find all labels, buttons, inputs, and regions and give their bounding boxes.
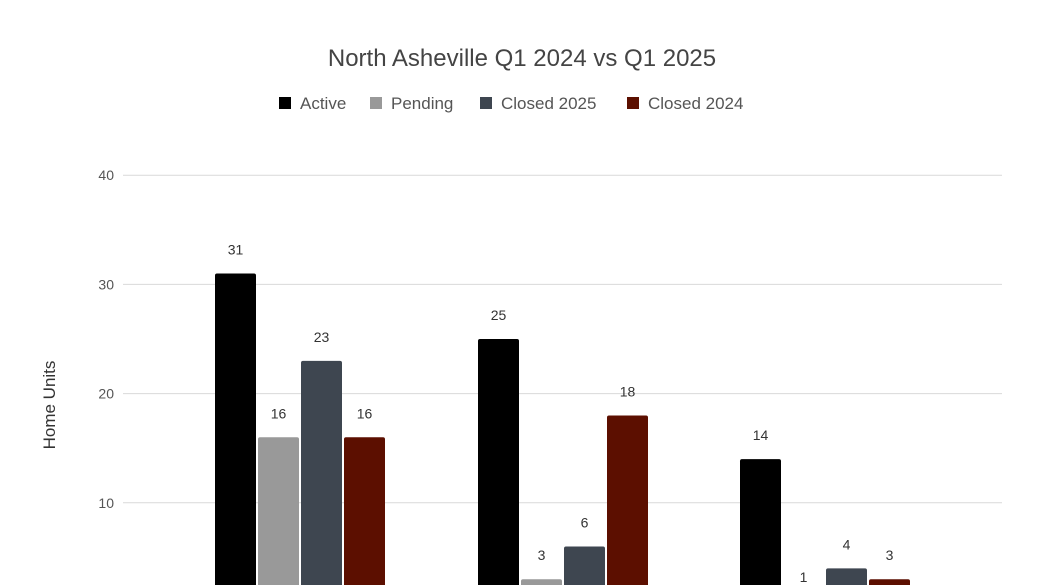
legend-swatch-closed-2024 — [627, 97, 639, 109]
legend-swatch-active — [279, 97, 291, 109]
bar-active — [478, 339, 519, 585]
data-label-pending: 1 — [800, 569, 808, 585]
legend-swatch-closed-2025 — [480, 97, 492, 109]
bar-pending — [521, 579, 562, 585]
data-label-closed-2025: 6 — [581, 514, 589, 530]
data-label-closed-2025: 23 — [314, 329, 330, 345]
y-tick-label: 30 — [98, 276, 114, 292]
bar-closed-2025 — [301, 360, 342, 585]
legend: Active Pending Closed 2025 Closed 2024 — [279, 94, 743, 113]
data-label-closed-2025: 4 — [843, 536, 851, 552]
y-axis-ticks: 10 20 30 40 — [98, 167, 114, 511]
bar-closed-2025 — [564, 546, 605, 585]
bar-pending — [258, 437, 299, 585]
y-tick-label: 20 — [98, 386, 114, 402]
legend-label-closed-2024: Closed 2024 — [648, 94, 743, 113]
bar-active — [215, 273, 256, 585]
bar-closed-2024 — [607, 415, 648, 585]
y-axis-label: Home Units — [40, 361, 59, 450]
data-label-closed-2024: 16 — [357, 405, 373, 421]
legend-label-closed-2025: Closed 2025 — [501, 94, 596, 113]
bar-closed-2025 — [826, 568, 867, 585]
bar-active — [740, 459, 781, 585]
legend-label-active: Active — [300, 94, 346, 113]
legend-swatch-pending — [370, 97, 382, 109]
bars — [215, 273, 910, 585]
chart-title: North Asheville Q1 2024 vs Q1 2025 — [328, 45, 716, 72]
gridlines — [123, 174, 1002, 504]
data-label-pending: 16 — [271, 405, 287, 421]
data-label-pending: 3 — [538, 547, 546, 563]
data-label-closed-2024: 18 — [620, 383, 636, 399]
bar-closed-2024 — [869, 579, 910, 585]
y-tick-label: 10 — [98, 495, 114, 511]
data-label-active: 25 — [491, 307, 507, 323]
bar-closed-2024 — [344, 437, 385, 585]
legend-label-pending: Pending — [391, 94, 453, 113]
y-tick-label: 40 — [98, 167, 114, 183]
data-label-active: 31 — [228, 241, 244, 257]
data-label-active: 14 — [753, 427, 769, 443]
data-label-closed-2024: 3 — [886, 547, 894, 563]
